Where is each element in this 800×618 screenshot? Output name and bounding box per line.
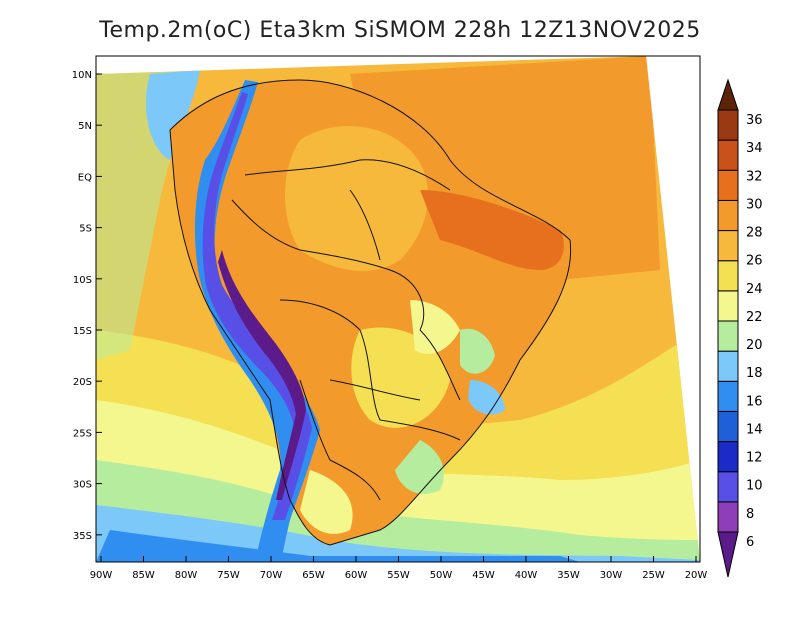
map-title: Temp.2m(oC) Eta3km SiSMOM 228h 12Z13NOV2… — [99, 18, 701, 43]
colorbar-label: 8 — [746, 507, 754, 522]
lon-tick-label: 30W — [600, 570, 623, 581]
colorbar-segment — [717, 230, 739, 262]
country-borders — [169, 79, 572, 546]
colorbar-segment — [717, 350, 739, 382]
lon-tick-label: 40W — [515, 570, 538, 581]
lat-tick-label: EQ — [78, 172, 92, 183]
colorbar-top-arrow — [717, 78, 739, 111]
colorbar-label: 10 — [746, 479, 763, 494]
lat-tick-label: 5S — [79, 224, 92, 235]
colorbar-label: 28 — [746, 226, 763, 241]
colorbar-segment — [717, 290, 739, 322]
lon-tick-label: 75W — [217, 570, 240, 581]
colorbar-segment — [717, 441, 739, 473]
colorbar-label: 32 — [746, 169, 763, 184]
colorbar: 6 8 10 12 14 16 18 20 22 24 26 28 30 32 34 36 — [717, 78, 763, 578]
longitude-axis: 90W 85W 80W 75W 70W 65W 60W 55W 50W 45W 40W 35W 30W 2… — [90, 556, 708, 581]
colorbar-label: 36 — [746, 113, 763, 128]
colorbar-segment — [717, 109, 739, 141]
lat-tick-label: 35S — [73, 531, 92, 542]
lat-tick-label: 15S — [73, 326, 92, 337]
colorbar-segment — [717, 169, 739, 201]
lon-tick-label: 70W — [260, 570, 283, 581]
colorbar-segment — [717, 199, 739, 232]
lon-tick-label: 35W — [557, 570, 580, 581]
colorbar-segment — [717, 471, 739, 503]
lon-tick-label: 60W — [345, 570, 368, 581]
lon-tick-label: 85W — [132, 570, 155, 581]
temperature-field — [96, 56, 700, 562]
lon-tick-label: 50W — [430, 570, 453, 581]
colorbar-bottom-arrow — [717, 531, 739, 578]
colorbar-label: 34 — [746, 141, 763, 156]
lon-tick-label: 25W — [642, 570, 665, 581]
lon-tick-label: 80W — [175, 570, 198, 581]
lat-tick-label: 10S — [73, 275, 92, 286]
colorbar-label: 20 — [746, 338, 763, 353]
lon-tick-label: 65W — [302, 570, 325, 581]
lat-tick-label: 25S — [73, 428, 92, 439]
colorbar-segment — [717, 410, 739, 443]
colorbar-segment — [717, 380, 739, 412]
colorbar-segment — [717, 139, 739, 171]
colorbar-label: 24 — [746, 282, 763, 297]
colorbar-segment — [717, 260, 739, 292]
lat-tick-label: 20S — [73, 377, 92, 388]
colorbar-label: 12 — [746, 451, 763, 466]
lat-tick-label: 30S — [73, 480, 92, 491]
colorbar-segment — [717, 501, 739, 533]
lat-tick-label: 5N — [78, 121, 92, 132]
colorbar-label: 6 — [746, 535, 754, 550]
colorbar-segment — [717, 320, 739, 352]
lon-tick-label: 45W — [472, 570, 495, 581]
colorbar-label: 30 — [746, 197, 763, 212]
colorbar-label: 22 — [746, 310, 763, 325]
lat-tick-label: 10N — [72, 70, 92, 81]
latitude-axis: 10N 5N EQ 5S 10S 15S 20S 25S 30S 35S — [72, 70, 102, 542]
colorbar-label: 18 — [746, 366, 763, 381]
lon-tick-label: 55W — [387, 570, 410, 581]
colorbar-label: 26 — [746, 254, 763, 269]
colorbar-label: 14 — [746, 422, 763, 437]
colorbar-label: 16 — [746, 394, 763, 409]
lon-tick-label: 20W — [685, 570, 708, 581]
lon-tick-label: 90W — [90, 570, 113, 581]
